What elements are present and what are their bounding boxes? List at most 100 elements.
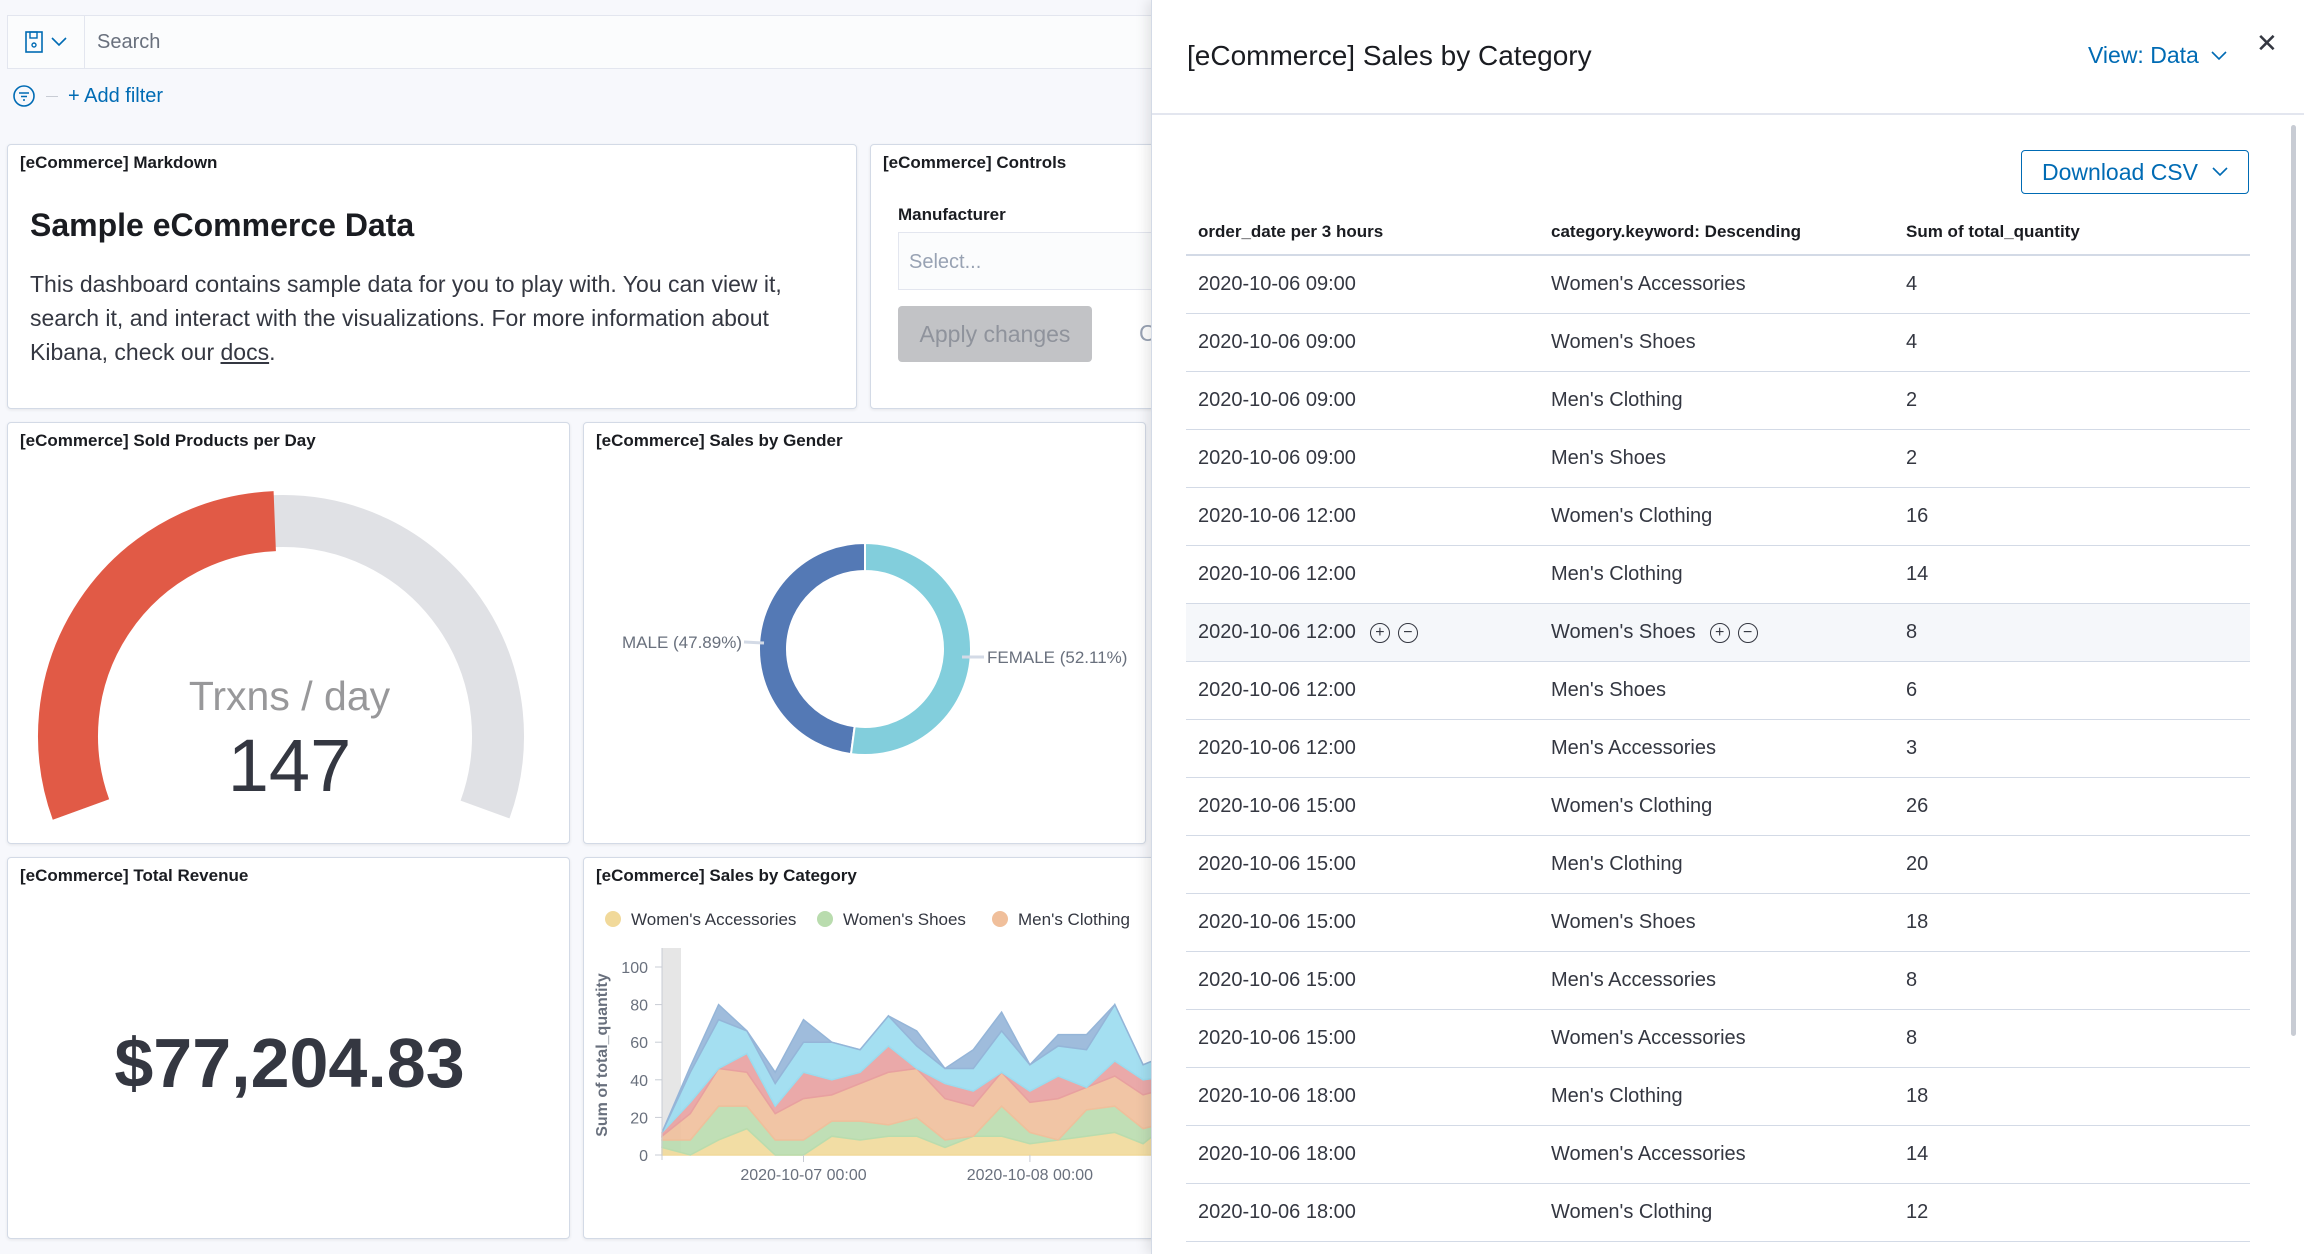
cell-text: Women's Accessories <box>1551 1143 1746 1165</box>
cell-category: Women's Accessories <box>1551 1027 1746 1050</box>
cell-quantity: 20 <box>1906 853 1929 875</box>
cell-date: 2020-10-06 15:00 <box>1198 853 1356 876</box>
cell-text: 2020-10-06 15:00 <box>1198 853 1356 875</box>
cell-text: 2020-10-06 12:00 <box>1198 563 1356 585</box>
panel-title: [eCommerce] Sales by Category <box>596 866 857 885</box>
cell-quantity: 14 <box>1906 1143 1929 1165</box>
cell-text: Men's Accessories <box>1551 737 1716 759</box>
apply-changes-button[interactable]: Apply changes <box>898 306 1092 362</box>
add-filter-link[interactable]: + Add filter <box>68 84 164 107</box>
cell-date: 2020-10-06 09:00 <box>1198 273 1356 296</box>
legend-item[interactable]: Women's Shoes <box>843 910 966 929</box>
filter-icon[interactable] <box>12 84 36 108</box>
search-input[interactable] <box>85 16 985 68</box>
cell-category: Women's Shoes <box>1551 911 1696 934</box>
view-selector[interactable]: View: Data <box>2088 42 2227 69</box>
table-row: 2020-10-06 12:00 Men's Shoes 6 <box>1186 662 2250 720</box>
cell-text: Women's Shoes <box>1551 621 1696 643</box>
cell-category: Men's Accessories <box>1551 969 1716 992</box>
cell-text: Men's Shoes <box>1551 447 1666 469</box>
cell-date: 2020-10-06 12:00 <box>1198 563 1356 586</box>
manufacturer-label: Manufacturer <box>898 205 1006 224</box>
chevron-down-icon <box>51 37 67 47</box>
cell-category: Men's Accessories <box>1551 737 1716 760</box>
y-tick-label: 80 <box>630 998 648 1015</box>
body-text: This dashboard contains sample data for … <box>30 271 782 365</box>
close-icon[interactable]: ✕ <box>2256 28 2278 58</box>
legend-dot <box>992 911 1008 927</box>
table-row: 2020-10-06 15:00 Women's Accessories 8 <box>1186 1010 2250 1068</box>
donut-chart: MALE (47.89%) FEMALE (52.11%) <box>622 541 1127 756</box>
cell-category: Men's Clothing <box>1551 563 1683 586</box>
x-tick-label: 2020-10-07 00:00 <box>740 1167 866 1184</box>
panel-title: [eCommerce] Controls <box>883 153 1067 172</box>
panel-title: [eCommerce] Markdown <box>20 153 218 172</box>
table-row: 2020-10-06 12:00 Women's Clothing 16 <box>1186 488 2250 546</box>
y-axis-title: Sum of total_quantity <box>594 973 611 1137</box>
panel-title: [eCommerce] Sold Products per Day <box>20 431 316 450</box>
cell-category: Women's Accessories <box>1551 273 1746 296</box>
filter-row: + Add filter <box>12 84 163 108</box>
legend-item[interactable]: Women's Accessories <box>631 910 796 929</box>
cell-category: Men's Shoes <box>1551 679 1666 702</box>
manufacturer-select[interactable]: Select... <box>898 232 1169 290</box>
body-end: . <box>269 339 276 365</box>
divider <box>46 95 58 97</box>
cell-text: 2020-10-06 18:00 <box>1198 1085 1356 1107</box>
cell-date: 2020-10-06 09:00 <box>1198 389 1356 412</box>
cell-text: Women's Clothing <box>1551 505 1713 527</box>
table-row: 2020-10-06 09:00 Men's Clothing 2 <box>1186 372 2250 430</box>
filter-for-value-icon[interactable]: + <box>1709 622 1730 643</box>
search-bar <box>7 15 1167 69</box>
table-row: 2020-10-06 09:00 Women's Accessories 4 <box>1186 256 2250 314</box>
y-tick-label: 0 <box>639 1148 648 1165</box>
cell-text: 2020-10-06 15:00 <box>1198 911 1356 933</box>
column-header[interactable]: order_date per 3 hours <box>1198 222 1384 241</box>
table-row: 2020-10-06 18:00 Women's Accessories 14 <box>1186 1126 2250 1184</box>
cell-date: 2020-10-06 18:00 <box>1198 1143 1356 1166</box>
filter-out-value-icon[interactable]: − <box>1737 622 1758 643</box>
cell-quantity: 8 <box>1906 1027 1918 1049</box>
download-csv-button[interactable]: Download CSV <box>2021 150 2249 194</box>
cell-text: Men's Clothing <box>1551 1085 1683 1107</box>
filter-for-value-icon[interactable]: + <box>1369 622 1390 643</box>
flyout-header: [eCommerce] Sales by Category View: Data… <box>1152 0 2304 115</box>
cell-date: 2020-10-06 09:00 <box>1198 331 1356 354</box>
cell-date: 2020-10-06 15:00 <box>1198 1027 1356 1050</box>
column-header[interactable]: Sum of total_quantity <box>1906 222 2080 241</box>
cell-category: Men's Clothing <box>1551 853 1683 876</box>
controls-panel: [eCommerce] Controls Manufacturer Select… <box>870 144 1170 409</box>
x-tick-label: 2020-10-08 00:00 <box>967 1167 1093 1184</box>
table-row: 2020-10-06 18:00 Women's Clothing 12 <box>1186 1184 2250 1242</box>
filter-out-value-icon[interactable]: − <box>1397 622 1418 643</box>
cell-text: Women's Accessories <box>1551 273 1746 295</box>
column-header[interactable]: category.keyword: Descending <box>1551 222 1802 241</box>
download-label: Download CSV <box>2042 158 2198 185</box>
saved-queries-button[interactable] <box>8 16 85 68</box>
markdown-panel: [eCommerce] Markdown Sample eCommerce Da… <box>7 144 857 409</box>
donut-slice-female[interactable] <box>849 541 972 756</box>
y-tick-label: 20 <box>630 1110 648 1127</box>
chevron-down-icon <box>2212 167 2228 177</box>
cell-category: Women's Shoes <box>1551 331 1696 354</box>
cell-category: Women's Clothing <box>1551 795 1712 818</box>
cell-text: Men's Accessories <box>1551 969 1716 991</box>
cell-date: 2020-10-06 12:00 <box>1198 679 1356 702</box>
scrollbar[interactable] <box>2291 125 2296 1036</box>
gauge-label: Trxns / day <box>188 673 391 719</box>
table-row: 2020-10-06 18:00 Men's Clothing 18 <box>1186 1068 2250 1126</box>
docs-link[interactable]: docs <box>220 339 270 365</box>
cell-quantity: 2 <box>1906 447 1918 469</box>
cell-quantity: 16 <box>1906 505 1929 527</box>
legend-item[interactable]: Men's Clothing <box>1018 910 1130 929</box>
label-leader-male <box>743 640 765 645</box>
donut-slice-male[interactable] <box>758 541 866 756</box>
cell-date: 2020-10-06 09:00 <box>1198 447 1356 470</box>
gauge-chart <box>38 491 524 820</box>
cell-category: Men's Shoes <box>1551 447 1666 470</box>
save-icon <box>25 31 43 53</box>
table-row: 2020-10-06 09:00 Men's Shoes 2 <box>1186 430 2250 488</box>
panel-title: [eCommerce] Sales by Gender <box>596 431 843 450</box>
markdown-body: This dashboard contains sample data for … <box>30 267 840 369</box>
cell-category: Women's Clothing <box>1551 505 1712 528</box>
